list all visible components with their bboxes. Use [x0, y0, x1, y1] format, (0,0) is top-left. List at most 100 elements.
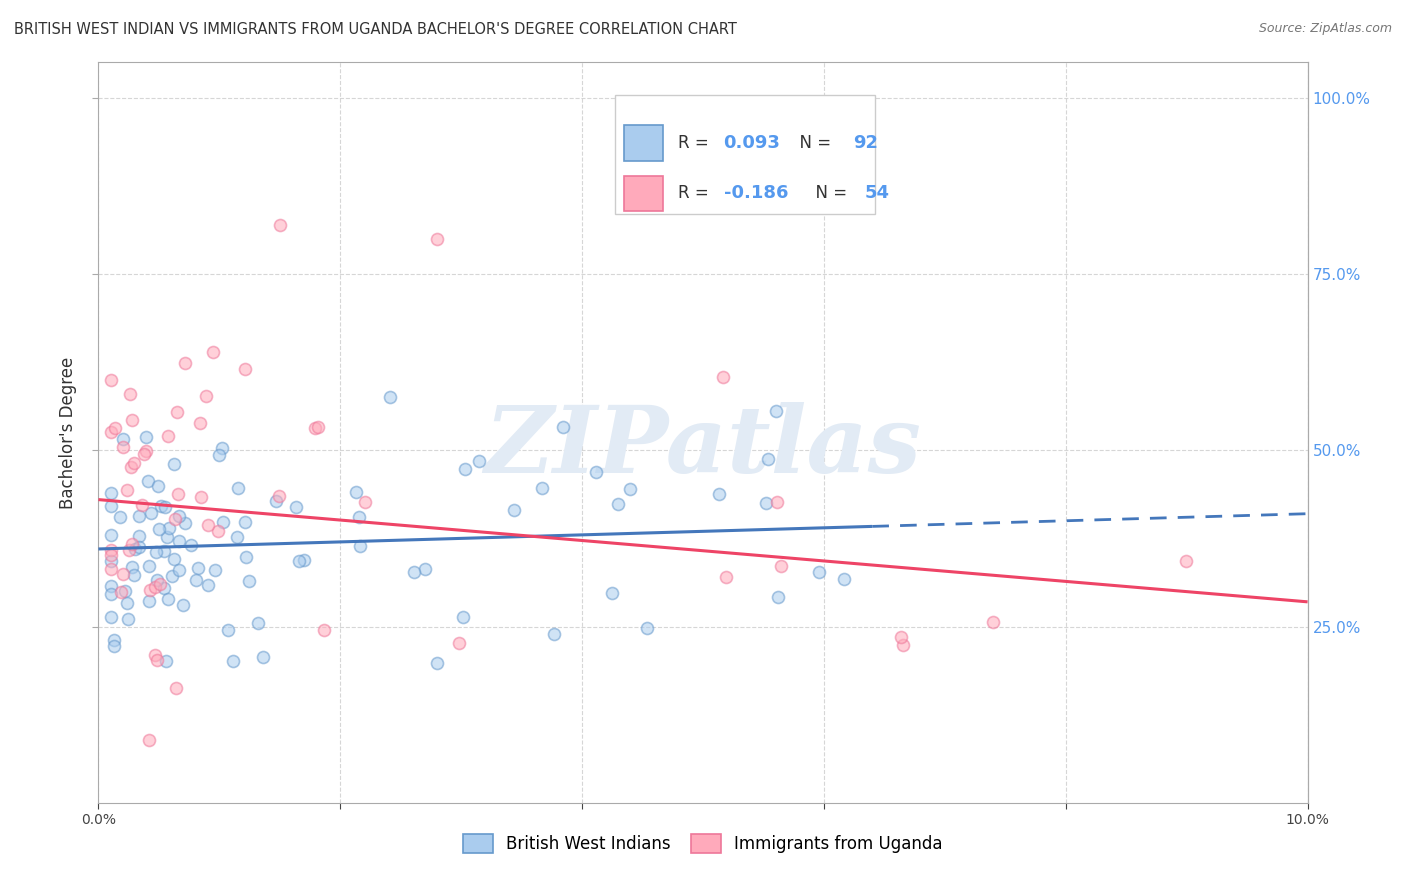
Point	[153, 581, 176, 595]
Point	[197, 578, 219, 592]
Bar	[624, 126, 664, 161]
Point	[891, 639, 914, 653]
Point	[114, 583, 136, 598]
Point	[149, 576, 172, 591]
Point	[808, 565, 831, 579]
Point	[211, 442, 233, 456]
Point	[148, 522, 170, 536]
Point	[139, 583, 162, 598]
Y-axis label: Bachelor's Degree: Bachelor's Degree	[59, 357, 77, 508]
Point	[172, 598, 194, 612]
Point	[138, 733, 160, 747]
Point	[134, 447, 156, 461]
Point	[124, 541, 146, 556]
Point	[190, 490, 212, 504]
FancyBboxPatch shape	[614, 95, 875, 214]
Point	[226, 481, 249, 495]
Text: 0.093: 0.093	[724, 134, 780, 153]
Point	[128, 540, 150, 554]
Point	[208, 448, 231, 462]
Point	[449, 636, 471, 650]
Point	[235, 515, 257, 529]
Point	[156, 429, 179, 443]
Point	[128, 509, 150, 524]
Point	[117, 483, 139, 497]
Point	[207, 524, 229, 539]
Point	[145, 545, 167, 559]
Point	[104, 421, 127, 435]
Point	[312, 623, 335, 637]
Point	[100, 499, 122, 513]
Text: 92: 92	[853, 134, 877, 153]
Point	[136, 474, 159, 488]
Point	[122, 456, 145, 470]
Point	[890, 630, 912, 644]
Point	[766, 590, 789, 604]
Point	[451, 610, 474, 624]
Point	[187, 561, 209, 575]
Point	[118, 387, 141, 401]
Text: R =: R =	[678, 185, 714, 202]
Point	[233, 361, 256, 376]
Point	[619, 482, 641, 496]
Point	[128, 529, 150, 543]
Point	[100, 587, 122, 601]
Point	[197, 517, 219, 532]
Point	[118, 543, 141, 558]
Point	[146, 479, 169, 493]
Text: -0.186: -0.186	[724, 185, 787, 202]
Point	[166, 487, 188, 501]
Point	[212, 515, 235, 529]
Point	[222, 654, 245, 668]
Point	[551, 419, 574, 434]
Point	[100, 373, 122, 387]
Point	[707, 487, 730, 501]
Point	[349, 509, 371, 524]
Point	[201, 345, 224, 359]
Point	[600, 586, 623, 600]
Point	[103, 633, 125, 648]
Point	[264, 494, 287, 508]
Point	[238, 574, 260, 588]
Point	[252, 650, 274, 665]
Point	[165, 681, 187, 696]
Point	[765, 404, 787, 418]
Point	[426, 656, 449, 670]
Point	[188, 416, 211, 430]
Point	[269, 489, 291, 503]
Point	[150, 499, 173, 513]
Point	[100, 579, 122, 593]
Point	[169, 534, 191, 549]
Point	[404, 566, 426, 580]
Point	[135, 430, 157, 444]
Point	[204, 563, 226, 577]
Point	[108, 510, 131, 524]
Point	[135, 444, 157, 458]
Point	[157, 521, 180, 535]
Text: R =: R =	[678, 134, 714, 153]
Point	[378, 390, 401, 404]
Text: N =: N =	[789, 134, 837, 153]
Point	[153, 543, 176, 558]
Point	[166, 404, 188, 418]
Point	[413, 562, 436, 576]
Point	[143, 648, 166, 663]
Point	[285, 500, 308, 515]
Point	[100, 549, 122, 563]
Point	[502, 503, 524, 517]
Point	[110, 585, 132, 599]
Point	[344, 484, 367, 499]
Point	[103, 639, 125, 653]
Point	[112, 566, 135, 581]
Point	[160, 569, 183, 583]
Point	[468, 454, 491, 468]
Point	[100, 528, 122, 542]
Point	[121, 537, 143, 551]
Point	[131, 498, 153, 512]
Point	[112, 432, 135, 446]
Point	[138, 594, 160, 608]
Point	[349, 539, 371, 553]
Point	[755, 496, 778, 510]
Point	[269, 218, 291, 232]
Point	[426, 232, 449, 246]
